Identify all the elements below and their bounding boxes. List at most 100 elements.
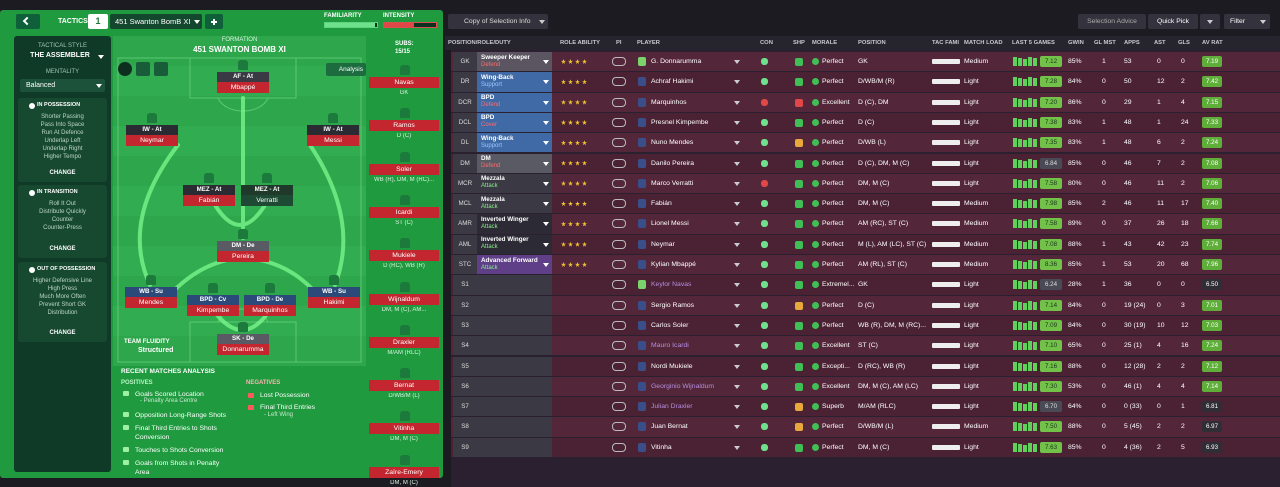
- pi-icon[interactable]: [612, 178, 626, 188]
- table-row[interactable]: [451, 72, 1280, 92]
- view-icon[interactable]: [136, 62, 150, 76]
- pi-icon[interactable]: [612, 239, 626, 249]
- table-row[interactable]: [451, 437, 1280, 457]
- row-player[interactable]: Keylor Navas: [651, 281, 692, 289]
- selection-advice[interactable]: Selection Advice: [1078, 14, 1146, 29]
- row-player[interactable]: G. Donnarumma: [651, 58, 702, 65]
- player-role[interactable]: DM - De: [217, 241, 269, 251]
- pi-icon[interactable]: [612, 280, 626, 290]
- mentality-box[interactable]: [20, 79, 105, 92]
- column-header[interactable]: APPS: [1124, 40, 1140, 46]
- quick-pick[interactable]: Quick Pick: [1148, 14, 1198, 29]
- row-player[interactable]: Lionel Messi: [651, 220, 689, 228]
- player-name[interactable]: Hakimi: [308, 297, 360, 308]
- pi-icon[interactable]: [612, 158, 626, 168]
- column-header[interactable]: AST: [1154, 40, 1166, 46]
- view-select[interactable]: Copy of Selection Info: [448, 14, 548, 29]
- player-role[interactable]: AF - At: [217, 72, 269, 82]
- player-name[interactable]: Verratti: [241, 195, 293, 206]
- column-header[interactable]: GL MST: [1094, 40, 1116, 46]
- row-player[interactable]: Georginio Wijnaldum: [651, 382, 715, 390]
- pi-icon[interactable]: [612, 260, 626, 269]
- row-role[interactable]: Sweeper Keeper: [481, 53, 531, 61]
- pi-icon[interactable]: [612, 381, 626, 391]
- table-row[interactable]: [451, 336, 1280, 356]
- row-player[interactable]: Mauro Icardi: [651, 342, 689, 350]
- tactic-name-box[interactable]: [110, 14, 202, 29]
- sub-name[interactable]: Mukiele: [369, 250, 439, 262]
- row-player[interactable]: Sergio Ramos: [651, 301, 695, 309]
- pi-icon[interactable]: [612, 422, 626, 432]
- player-role[interactable]: IW - At: [307, 125, 359, 135]
- table-row[interactable]: [451, 315, 1280, 336]
- row-player[interactable]: Marquinhos: [651, 98, 687, 106]
- row-role[interactable]: DM: [481, 155, 491, 162]
- sub-name[interactable]: Draxler: [369, 336, 439, 348]
- player-name[interactable]: Kimpembe: [187, 305, 239, 316]
- row-player[interactable]: Neymar: [651, 240, 675, 248]
- column-header[interactable]: CON: [760, 40, 773, 46]
- change-button[interactable]: CHANGE: [49, 330, 76, 336]
- row-player[interactable]: Fabián: [651, 200, 672, 208]
- row-player[interactable]: Julian Draxler: [651, 403, 693, 411]
- pi-icon[interactable]: [612, 402, 626, 412]
- player-name[interactable]: Neymar: [126, 135, 178, 146]
- column-header[interactable]: GLS: [1178, 40, 1190, 46]
- player-role[interactable]: MEZ - At: [241, 185, 293, 195]
- back-button[interactable]: [16, 14, 40, 29]
- player-name[interactable]: Marquinhos: [244, 305, 296, 316]
- tactics-tab[interactable]: TACTICS: [58, 18, 88, 25]
- view-icon[interactable]: [154, 62, 168, 76]
- table-row[interactable]: [451, 133, 1280, 153]
- pi-icon[interactable]: [612, 77, 626, 87]
- sub-name[interactable]: Ramos: [369, 120, 439, 132]
- player-role[interactable]: SK - De: [217, 334, 269, 344]
- player-name[interactable]: Pereira: [217, 251, 269, 262]
- analysis-button[interactable]: Analysis: [326, 63, 366, 76]
- row-role[interactable]: Mezzala: [481, 195, 505, 203]
- filter-button[interactable]: Filter: [1224, 14, 1270, 29]
- change-button[interactable]: CHANGE: [49, 170, 76, 176]
- table-row[interactable]: [451, 295, 1280, 315]
- pi-icon[interactable]: [612, 320, 626, 330]
- row-role[interactable]: Wing-Back: [481, 73, 514, 81]
- slot-box[interactable]: 1: [88, 14, 108, 29]
- table-row[interactable]: [451, 153, 1280, 173]
- column-header[interactable]: TAC FAMI: [932, 40, 959, 46]
- sub-name[interactable]: Soler: [369, 163, 439, 175]
- row-player[interactable]: Marco Verratti: [651, 179, 694, 187]
- sub-name[interactable]: Wijnaldum: [369, 293, 439, 305]
- column-header[interactable]: MORALE: [812, 40, 838, 46]
- column-header[interactable]: SHP: [793, 40, 805, 46]
- view-icon[interactable]: [118, 62, 132, 76]
- table-row[interactable]: [451, 92, 1280, 112]
- player-role[interactable]: IW - At: [126, 125, 178, 135]
- sub-name[interactable]: Icardi: [369, 206, 439, 218]
- row-role[interactable]: Advanced Forward: [481, 256, 538, 264]
- pi-icon[interactable]: [612, 199, 626, 209]
- table-row[interactable]: [451, 234, 1280, 254]
- table-row[interactable]: [451, 397, 1280, 417]
- column-header[interactable]: PI: [616, 40, 622, 46]
- sub-name[interactable]: Bernat: [369, 380, 439, 392]
- player-role[interactable]: MEZ - At: [183, 185, 235, 195]
- pi-icon[interactable]: [612, 361, 626, 371]
- table-row[interactable]: [451, 376, 1280, 397]
- row-player[interactable]: Juan Bernat: [651, 423, 688, 431]
- player-name[interactable]: Donnarumma: [217, 344, 269, 355]
- row-role[interactable]: Inverted Winger: [481, 236, 529, 244]
- row-player[interactable]: Danilo Pereira: [651, 159, 695, 167]
- row-role[interactable]: BPD: [481, 94, 495, 102]
- change-button[interactable]: CHANGE: [49, 246, 76, 252]
- row-player[interactable]: Carlos Soler: [651, 321, 689, 329]
- player-role[interactable]: WB - Su: [125, 287, 177, 297]
- row-role[interactable]: Mezzala: [481, 175, 505, 183]
- row-player[interactable]: Vitinha: [651, 443, 672, 451]
- column-header[interactable]: AV RAT: [1202, 40, 1223, 46]
- pi-icon[interactable]: [612, 442, 626, 452]
- player-role[interactable]: BPD - Cv: [187, 295, 239, 305]
- row-role[interactable]: BPD: [481, 114, 495, 122]
- row-role[interactable]: Inverted Winger: [481, 215, 529, 223]
- row-player[interactable]: Presnel Kimpembe: [651, 118, 709, 126]
- player-name[interactable]: Mendes: [125, 297, 177, 308]
